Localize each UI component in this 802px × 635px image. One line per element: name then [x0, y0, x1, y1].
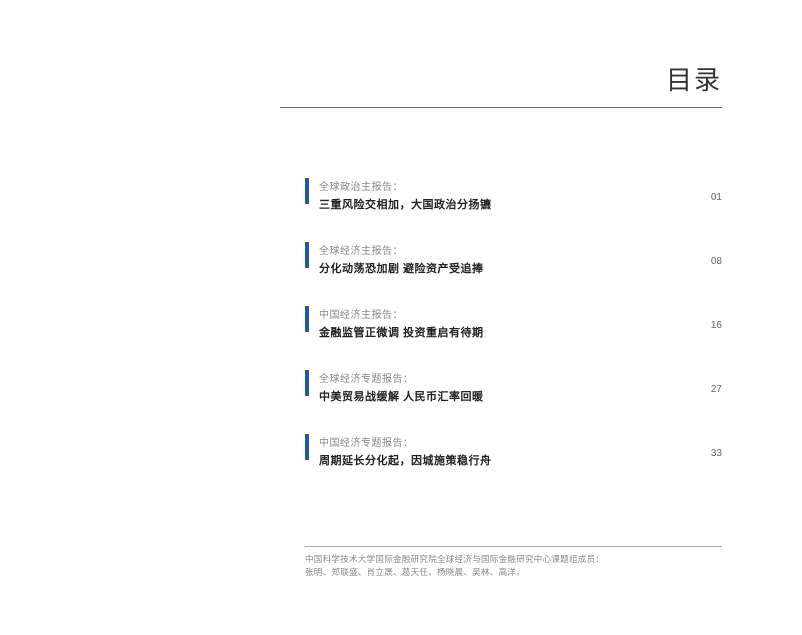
- toc-item: 全球政治主报告： 三重风险交相加，大国政治分扬镳 01: [305, 178, 722, 212]
- toc-text: 中国经济主报告： 金融监管正微调 投资重启有待期: [319, 306, 691, 340]
- blue-accent-bar: [305, 434, 309, 460]
- toc-content: 中国经济专题报告： 周期延长分化起，因城施策稳行舟 33: [319, 434, 722, 468]
- title-section: 目录: [80, 60, 722, 108]
- toc-container: 全球政治主报告： 三重风险交相加，大国政治分扬镳 01 全球经济主报告： 分化动…: [305, 178, 722, 468]
- toc-category: 中国经济专题报告：: [319, 434, 691, 449]
- toc-text: 中国经济专题报告： 周期延长分化起，因城施策稳行舟: [319, 434, 691, 468]
- footer-section: 中国科学技术大学国际金融研究院全球经济与国际金融研究中心课题组成员： 张明、郑联…: [305, 546, 722, 580]
- toc-content: 全球政治主报告： 三重风险交相加，大国政治分扬镳 01: [319, 178, 722, 212]
- toc-heading: 分化动荡恐加剧 避险资产受追捧: [319, 260, 691, 276]
- toc-item: 中国经济专题报告： 周期延长分化起，因城施策稳行舟 33: [305, 434, 722, 468]
- blue-accent-bar: [305, 370, 309, 396]
- toc-content: 全球经济主报告： 分化动荡恐加剧 避险资产受追捧 08: [319, 242, 722, 276]
- document-page: 目录 全球政治主报告： 三重风险交相加，大国政治分扬镳 01 全球经济主报告： …: [0, 0, 802, 635]
- toc-heading: 周期延长分化起，因城施策稳行舟: [319, 452, 691, 468]
- toc-content: 全球经济专题报告： 中美贸易战缓解 人民币汇率回暖 27: [319, 370, 722, 404]
- blue-accent-bar: [305, 242, 309, 268]
- toc-category: 全球经济专题报告：: [319, 370, 691, 385]
- toc-heading: 金融监管正微调 投资重启有待期: [319, 324, 691, 340]
- footer-line-2: 张明、郑联盛、肖立晟、葛天任、杨晓晨、吴林、高洋。: [305, 566, 722, 580]
- toc-item: 全球经济主报告： 分化动荡恐加剧 避险资产受追捧 08: [305, 242, 722, 276]
- footer-line-1: 中国科学技术大学国际金融研究院全球经济与国际金融研究中心课题组成员：: [305, 553, 722, 567]
- toc-page-number: 01: [691, 178, 722, 203]
- toc-page-number: 16: [691, 306, 722, 331]
- page-title: 目录: [280, 60, 722, 108]
- toc-heading: 三重风险交相加，大国政治分扬镳: [319, 196, 691, 212]
- toc-item: 中国经济主报告： 金融监管正微调 投资重启有待期 16: [305, 306, 722, 340]
- toc-page-number: 08: [691, 242, 722, 267]
- toc-category: 全球政治主报告：: [319, 178, 691, 193]
- toc-category: 中国经济主报告：: [319, 306, 691, 321]
- toc-content: 中国经济主报告： 金融监管正微调 投资重启有待期 16: [319, 306, 722, 340]
- toc-text: 全球经济专题报告： 中美贸易战缓解 人民币汇率回暖: [319, 370, 691, 404]
- toc-text: 全球政治主报告： 三重风险交相加，大国政治分扬镳: [319, 178, 691, 212]
- blue-accent-bar: [305, 306, 309, 332]
- toc-text: 全球经济主报告： 分化动荡恐加剧 避险资产受追捧: [319, 242, 691, 276]
- toc-page-number: 33: [691, 434, 722, 459]
- toc-heading: 中美贸易战缓解 人民币汇率回暖: [319, 388, 691, 404]
- toc-page-number: 27: [691, 370, 722, 395]
- toc-item: 全球经济专题报告： 中美贸易战缓解 人民币汇率回暖 27: [305, 370, 722, 404]
- toc-category: 全球经济主报告：: [319, 242, 691, 257]
- blue-accent-bar: [305, 178, 309, 204]
